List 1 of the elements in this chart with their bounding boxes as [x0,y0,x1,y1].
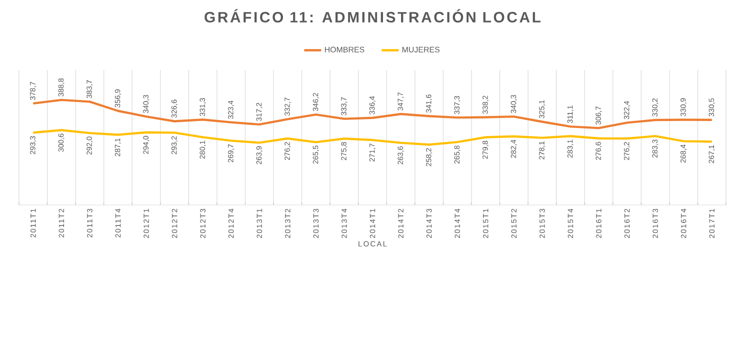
chart-title: GRÁFICO 11: ADMINISTRACIÓN LOCAL [204,9,541,22]
